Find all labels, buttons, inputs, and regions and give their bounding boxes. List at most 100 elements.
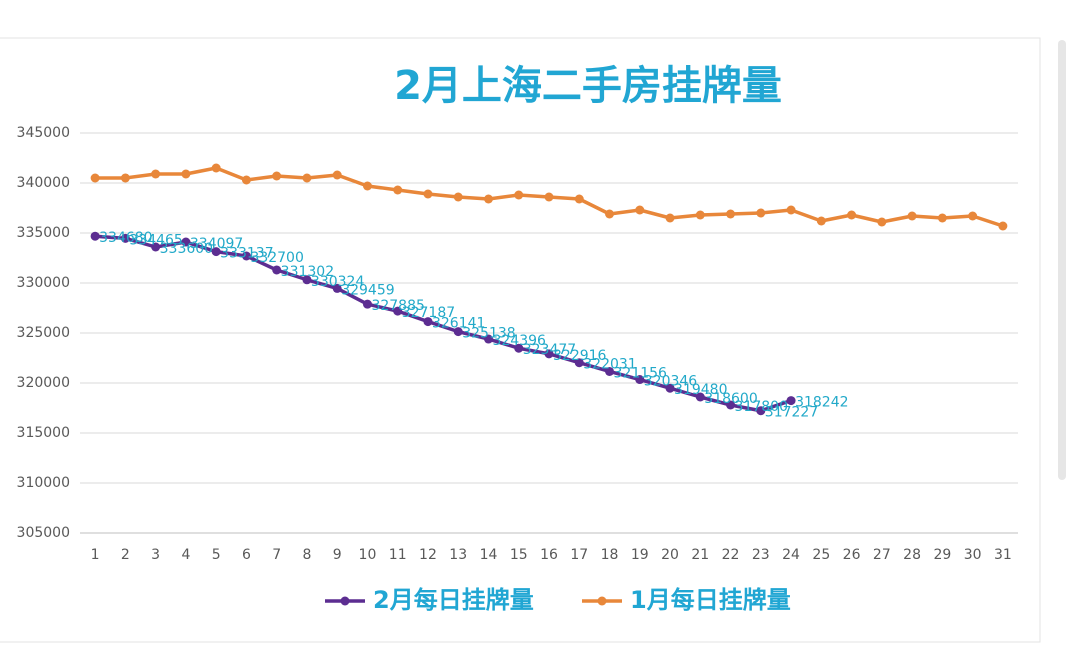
data-label: 330324	[311, 274, 365, 290]
x-tick-label: 22	[722, 547, 740, 563]
x-tick-label: 17	[570, 547, 588, 563]
data-label: 322031	[583, 357, 636, 373]
x-tick-label: 21	[691, 547, 709, 563]
data-point	[847, 210, 857, 220]
x-tick-label: 14	[480, 547, 498, 563]
data-point	[181, 237, 191, 247]
x-tick-label: 8	[302, 547, 311, 563]
scrollbar[interactable]	[1058, 40, 1066, 480]
x-tick-label: 27	[873, 547, 891, 563]
data-label: 321156	[614, 365, 668, 381]
data-point	[816, 216, 826, 226]
x-tick-label: 2	[121, 547, 130, 563]
data-label: 332700	[250, 250, 303, 266]
legend-label: 2月每日挂牌量	[373, 586, 534, 614]
data-label: 331302	[281, 264, 334, 280]
data-label: 319480	[674, 382, 727, 398]
data-point	[544, 192, 554, 202]
x-tick-label: 6	[242, 547, 251, 563]
data-label: 318242	[795, 395, 848, 411]
y-tick-label: 340000	[17, 175, 70, 191]
y-tick-label: 325000	[17, 325, 70, 341]
data-point	[90, 231, 100, 241]
data-label: 334465	[129, 232, 182, 248]
x-tick-label: 16	[540, 547, 558, 563]
data-point	[907, 211, 917, 221]
data-point	[90, 173, 100, 183]
data-point	[211, 247, 221, 257]
data-label: 324396	[492, 333, 546, 349]
data-point	[937, 213, 947, 223]
chart-card	[0, 37, 1041, 643]
data-point	[605, 209, 615, 219]
data-label: 323477	[523, 342, 576, 358]
data-point	[998, 221, 1008, 231]
data-point	[695, 392, 705, 402]
data-point	[574, 194, 584, 204]
data-point	[120, 233, 130, 243]
data-label: 326141	[432, 316, 485, 332]
data-point	[453, 327, 463, 337]
data-point	[695, 210, 705, 220]
data-label: 317800	[735, 399, 788, 415]
data-point	[272, 265, 282, 275]
data-point	[665, 213, 675, 223]
x-tick-label: 19	[631, 547, 649, 563]
y-tick-label: 330000	[17, 275, 70, 291]
x-tick-label: 31	[994, 547, 1012, 563]
data-point	[393, 306, 403, 316]
data-point	[756, 406, 766, 416]
data-label: 318600	[704, 391, 757, 407]
x-tick-label: 13	[449, 547, 467, 563]
x-tick-label: 20	[661, 547, 679, 563]
data-label: 327885	[371, 298, 424, 314]
x-tick-label: 9	[333, 547, 342, 563]
x-tick-label: 5	[212, 547, 221, 563]
x-tick-label: 12	[419, 547, 437, 563]
data-point	[453, 192, 463, 202]
y-tick-label: 320000	[17, 375, 70, 391]
data-label: 333600	[160, 241, 213, 257]
series-line	[95, 234, 792, 413]
data-point	[635, 205, 645, 215]
data-point	[514, 343, 524, 353]
x-tick-label: 1	[91, 547, 100, 563]
data-point	[362, 299, 372, 309]
x-tick-label: 4	[181, 547, 190, 563]
data-point	[726, 209, 736, 219]
x-tick-label: 15	[510, 547, 528, 563]
data-point	[635, 375, 645, 385]
y-tick-label: 335000	[17, 225, 70, 241]
y-tick-label: 305000	[17, 525, 70, 541]
x-tick-label: 30	[964, 547, 982, 563]
data-point	[241, 175, 251, 185]
data-point	[574, 358, 584, 368]
data-point	[302, 173, 312, 183]
x-tick-label: 7	[272, 547, 281, 563]
data-point	[605, 366, 615, 376]
x-tick-label: 11	[389, 547, 407, 563]
data-point	[120, 173, 130, 183]
data-point	[514, 190, 524, 200]
data-label: 327187	[402, 305, 455, 321]
data-point	[877, 217, 887, 227]
data-point	[423, 317, 433, 327]
data-point	[393, 185, 403, 195]
data-point	[726, 400, 736, 410]
data-point	[786, 396, 796, 406]
data-label: 333137	[220, 246, 273, 262]
legend-label: 1月每日挂牌量	[630, 586, 791, 614]
data-point	[483, 334, 493, 344]
data-point	[544, 349, 554, 359]
x-tick-label: 3	[151, 547, 160, 563]
data-point	[332, 283, 342, 293]
data-point	[968, 211, 978, 221]
data-point	[423, 189, 433, 199]
y-tick-label: 310000	[17, 475, 70, 491]
data-point	[332, 170, 342, 180]
x-tick-label: 28	[903, 547, 921, 563]
data-point	[211, 163, 221, 173]
data-point	[756, 208, 766, 218]
legend-marker	[597, 596, 607, 606]
